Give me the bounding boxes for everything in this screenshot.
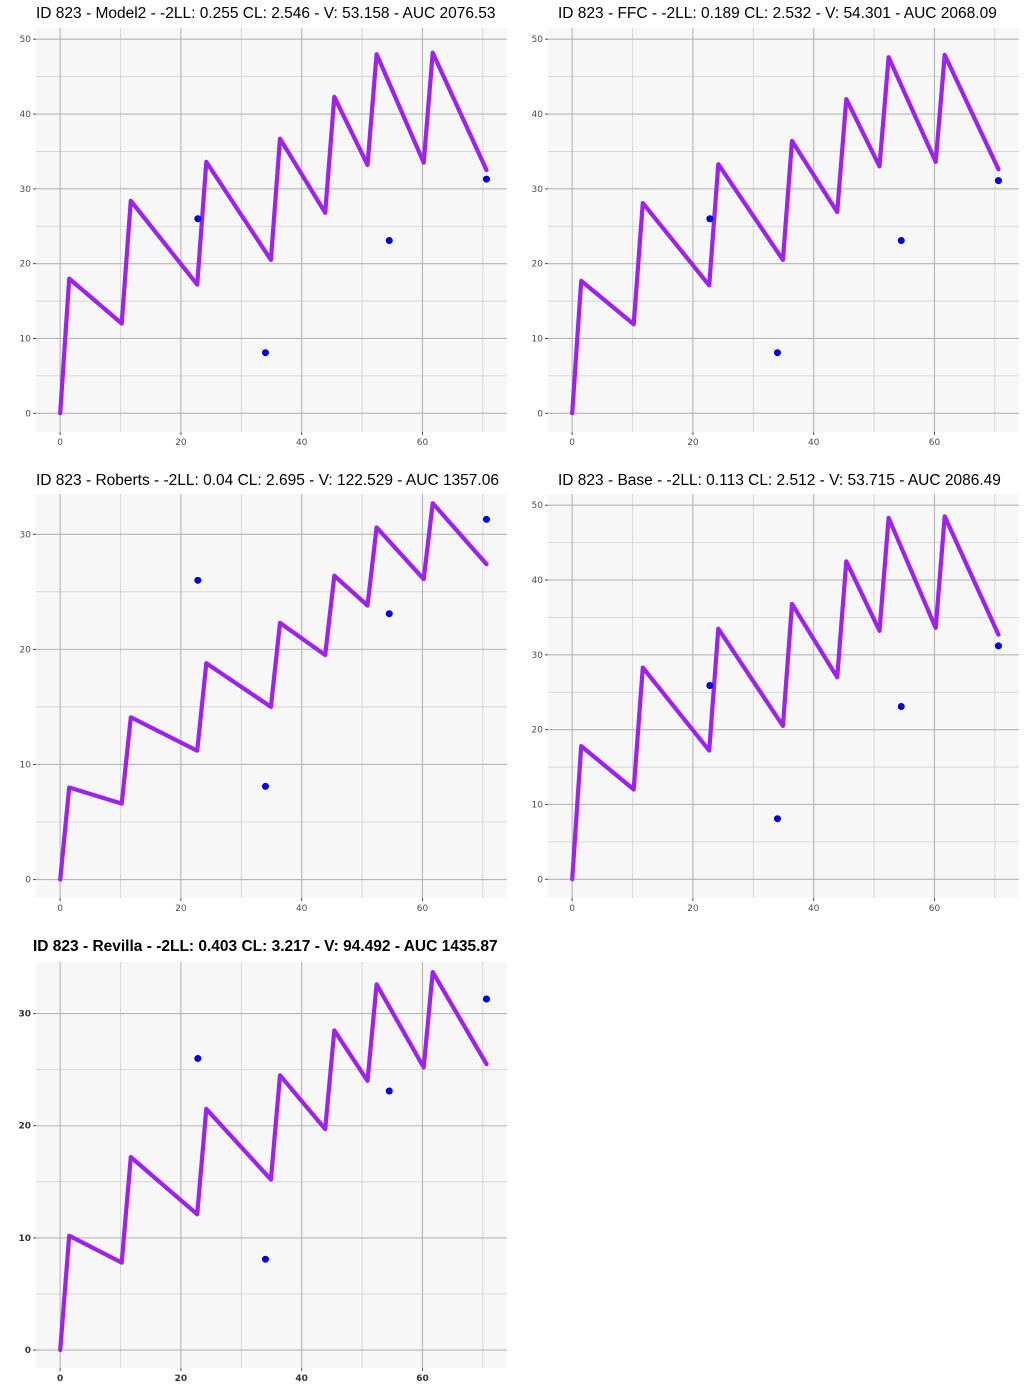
x-tick-label: 0: [57, 1374, 63, 1384]
y-tick-label: 50: [20, 35, 32, 45]
observation-point: [706, 215, 714, 223]
chart-panel-base: ID 823 - Base - -2LL: 0.113 CL: 2.512 - …: [512, 466, 1024, 932]
x-tick-label: 20: [175, 1374, 188, 1384]
x-tick-label: 20: [687, 904, 699, 914]
y-tick-label: 20: [532, 260, 544, 270]
x-tick-label: 40: [295, 1374, 308, 1384]
y-tick-label: 30: [532, 651, 544, 661]
y-tick-label: 0: [25, 876, 31, 886]
x-tick-label: 60: [416, 1374, 429, 1384]
y-tick-label: 10: [20, 334, 32, 344]
y-tick-label: 0: [537, 875, 543, 885]
y-tick-label: 50: [532, 35, 544, 45]
y-tick-label: 10: [532, 334, 544, 344]
observation-point: [897, 702, 905, 710]
chart-title: ID 823 - Roberts - -2LL: 0.04 CL: 2.695 …: [36, 472, 499, 489]
x-tick-label: 20: [175, 904, 187, 914]
observation-point: [385, 236, 393, 244]
plot-area: 0 20 40 60 0 10 20 30: [18, 962, 507, 1384]
prediction-line: [58, 969, 489, 1353]
y-tick-label: 20: [532, 726, 544, 736]
y-tick-label: 30: [18, 1010, 31, 1020]
observation-point: [773, 349, 781, 357]
prediction-line: [570, 52, 1001, 416]
observation-point: [261, 782, 269, 790]
observation-point: [482, 515, 490, 523]
chart-title: ID 823 - Model2 - -2LL: 0.255 CL: 2.546 …: [36, 5, 496, 22]
x-tick-label: 40: [808, 438, 820, 448]
chart-panel-ffc: ID 823 - FFC - -2LL: 0.189 CL: 2.532 - V…: [512, 0, 1024, 466]
x-tick-label: 0: [569, 438, 575, 448]
chart-title: ID 823 - FFC - -2LL: 0.189 CL: 2.532 - V…: [558, 5, 997, 22]
plot-area: 0 20 40 60 0 10 20 30 40 50: [20, 28, 507, 448]
y-tick-label: 0: [537, 409, 543, 419]
x-tick-label: 20: [687, 438, 699, 448]
y-tick-label: 50: [532, 501, 544, 511]
chart-panel-revilla: ID 823 - Revilla - -2LL: 0.403 CL: 3.217…: [0, 932, 512, 1398]
y-tick-label: 20: [20, 260, 32, 270]
observation-point: [994, 642, 1002, 650]
prediction-line: [58, 501, 489, 882]
observation-point: [385, 610, 393, 618]
y-tick-label: 0: [25, 1346, 31, 1356]
observation-point: [482, 995, 490, 1003]
chart-panel-model2: ID 823 - Model2 - -2LL: 0.255 CL: 2.546 …: [0, 0, 512, 466]
y-tick-label: 30: [20, 185, 32, 195]
y-tick-label: 40: [532, 110, 544, 120]
x-tick-label: 40: [296, 438, 308, 448]
observation-point: [194, 576, 202, 584]
y-tick-label: 20: [20, 645, 32, 655]
plot-area: 0 20 40 60 0 10 20 30 40 50: [532, 494, 1019, 914]
y-tick-label: 10: [20, 760, 32, 770]
observation-point: [194, 215, 202, 223]
observation-point: [482, 175, 490, 183]
observation-point: [385, 1087, 393, 1095]
y-tick-label: 40: [532, 576, 544, 586]
prediction-line: [58, 50, 489, 416]
plot-area: 0 20 40 60 0 10 20 30: [20, 494, 507, 914]
y-tick-label: 40: [20, 110, 32, 120]
observation-point: [897, 236, 905, 244]
observation-point: [706, 682, 714, 690]
x-tick-label: 60: [929, 904, 941, 914]
x-tick-label: 20: [175, 438, 187, 448]
chart-panel-roberts: ID 823 - Roberts - -2LL: 0.04 CL: 2.695 …: [0, 466, 512, 932]
observation-point: [773, 815, 781, 823]
x-tick-label: 0: [569, 904, 575, 914]
plot-area: 0 20 40 60 0 10 20 30 40 50: [532, 28, 1019, 448]
y-tick-label: 10: [18, 1234, 31, 1244]
y-tick-label: 30: [20, 530, 32, 540]
observation-point: [194, 1054, 202, 1062]
x-tick-label: 60: [929, 438, 941, 448]
y-tick-label: 0: [25, 409, 31, 419]
x-tick-label: 40: [808, 904, 820, 914]
y-tick-label: 10: [532, 800, 544, 810]
x-tick-label: 0: [57, 438, 63, 448]
x-tick-label: 0: [57, 904, 63, 914]
observation-point: [261, 1255, 269, 1263]
x-tick-label: 60: [417, 438, 429, 448]
y-tick-label: 20: [18, 1122, 31, 1132]
chart-title: ID 823 - Base - -2LL: 0.113 CL: 2.512 - …: [558, 472, 1001, 489]
observation-point: [994, 177, 1002, 185]
y-tick-label: 30: [532, 185, 544, 195]
x-tick-label: 40: [296, 904, 308, 914]
prediction-line: [570, 514, 1001, 882]
observation-point: [261, 349, 269, 357]
chart-title: ID 823 - Revilla - -2LL: 0.403 CL: 3.217…: [33, 938, 498, 955]
x-tick-label: 60: [417, 904, 429, 914]
